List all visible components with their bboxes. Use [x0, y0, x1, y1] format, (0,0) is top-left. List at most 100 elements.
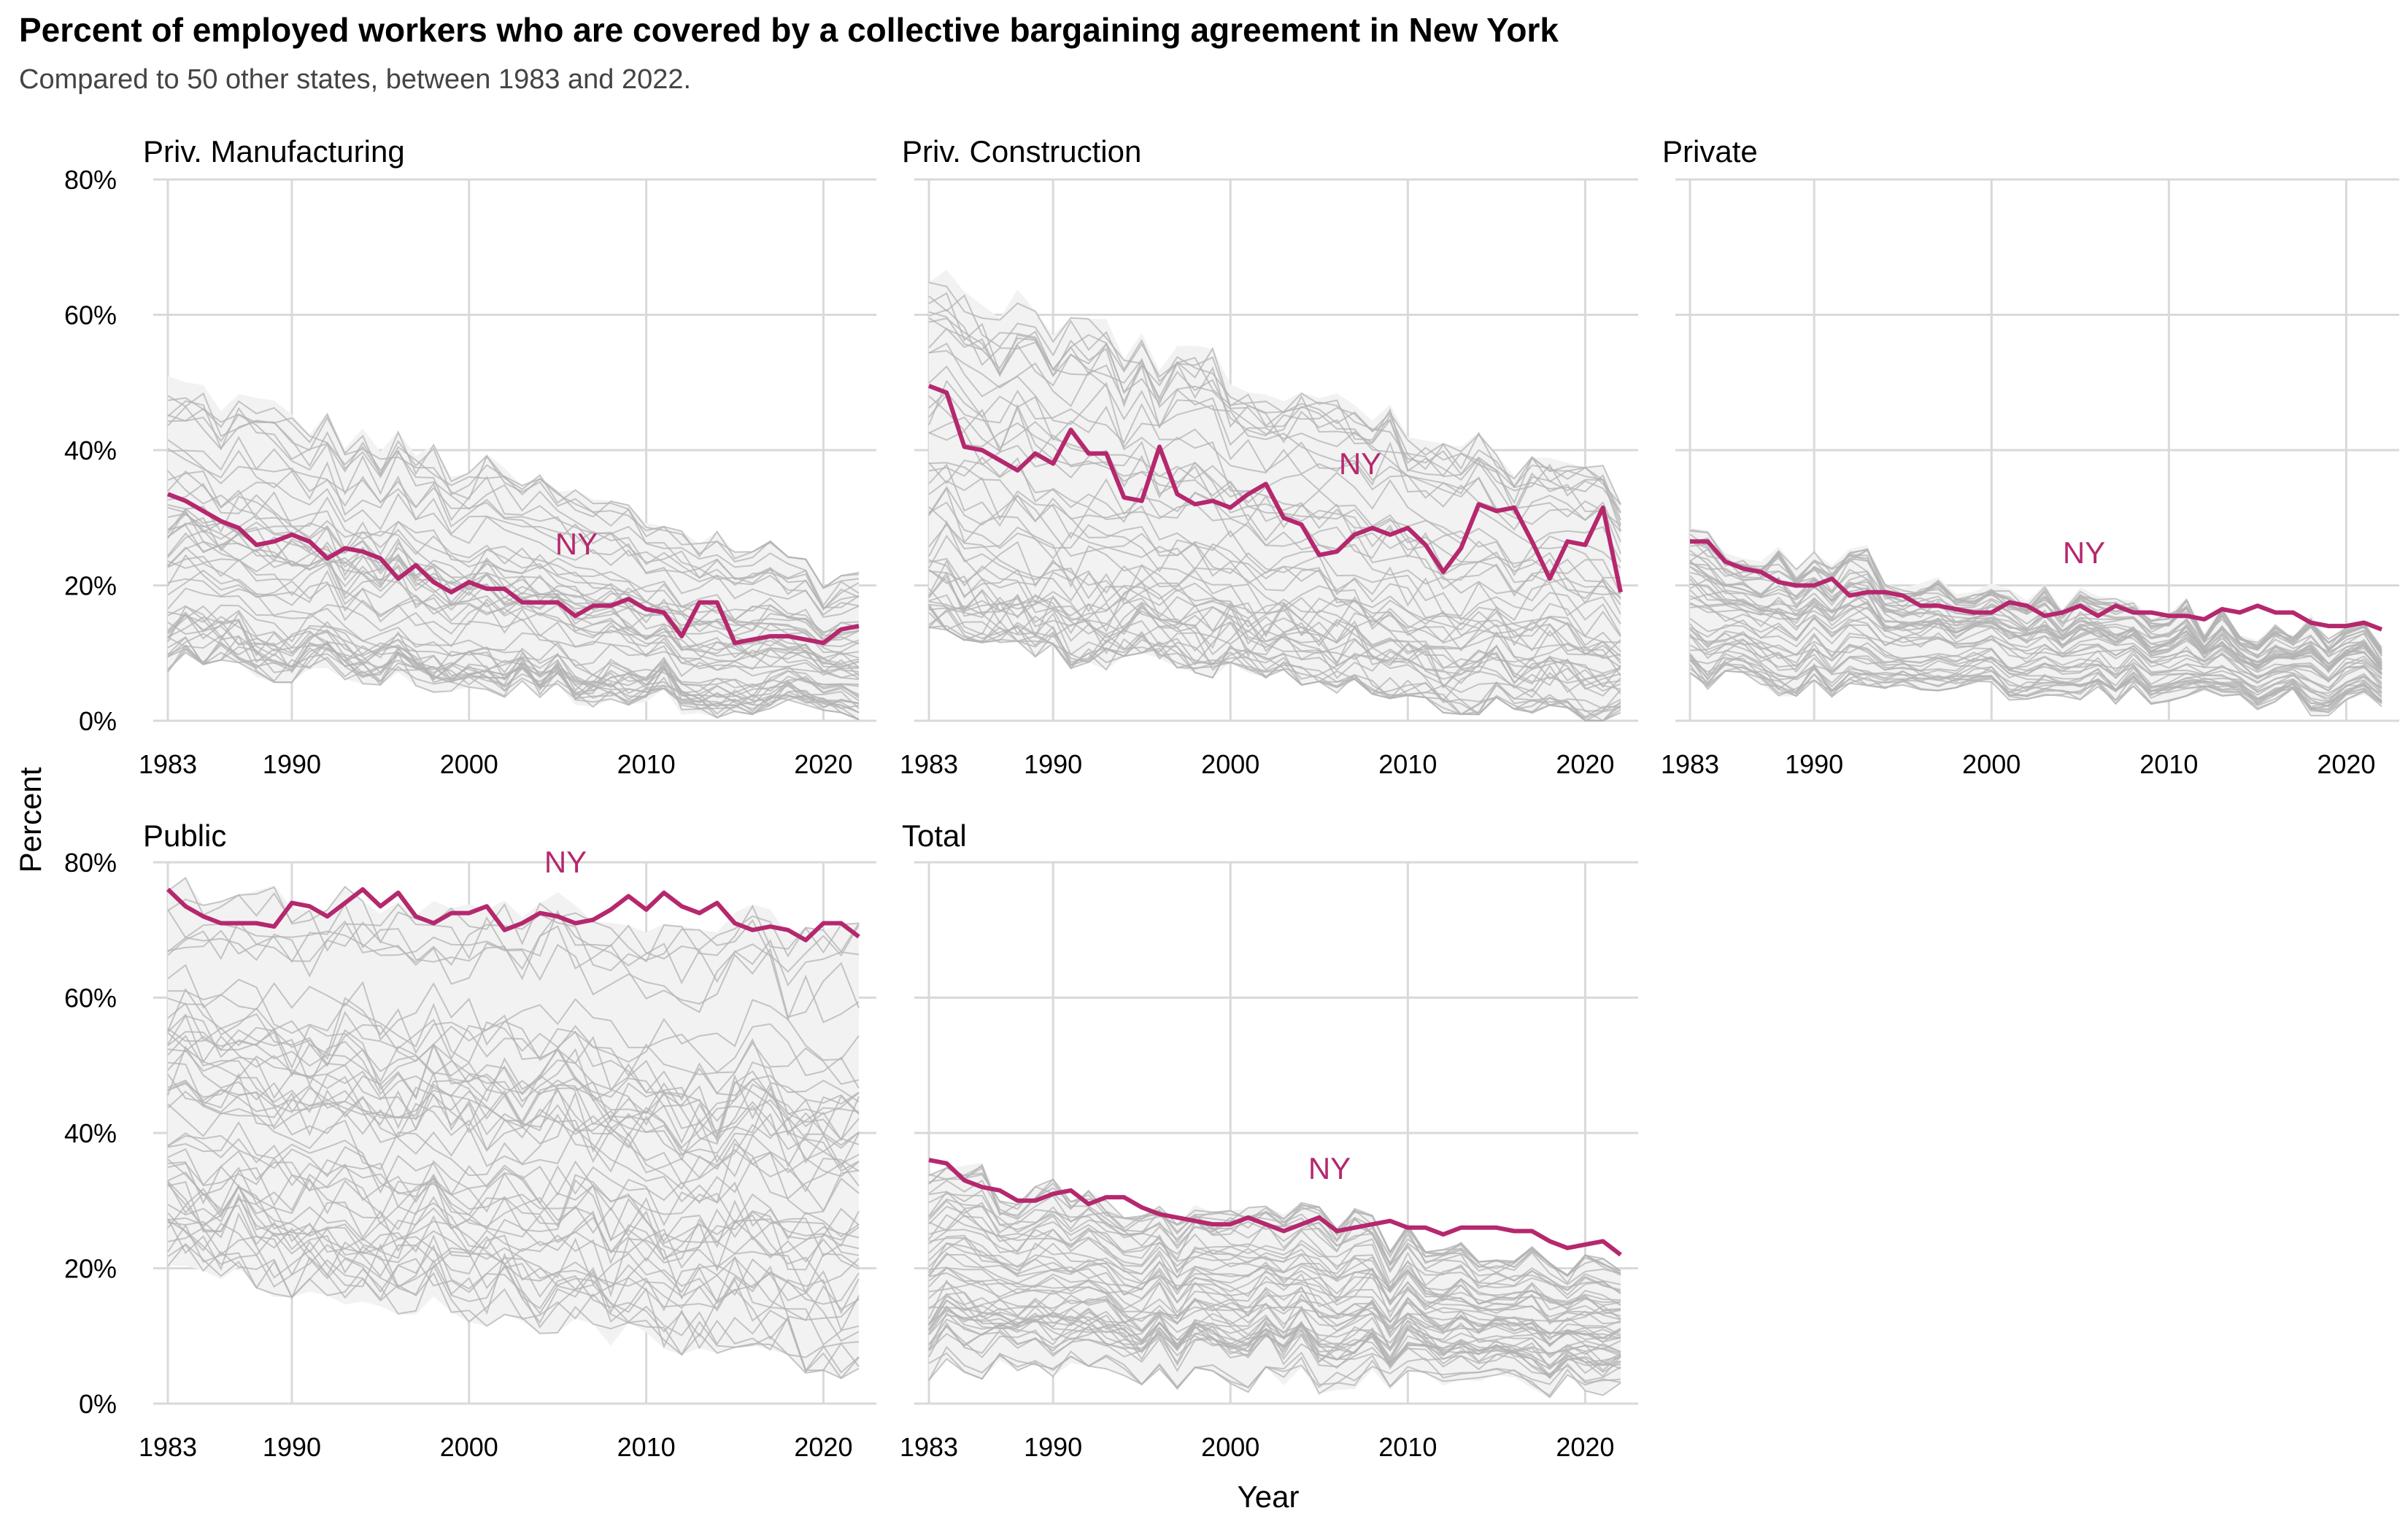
other-state-line	[167, 414, 860, 608]
other-state-line	[167, 920, 860, 1024]
other-state-line	[928, 349, 1621, 531]
other-state-line	[928, 1167, 1621, 1277]
other-state-line	[167, 569, 860, 681]
other-state-line	[928, 379, 1621, 596]
other-state-line	[928, 393, 1621, 595]
other-state-line	[928, 1350, 1621, 1389]
other-state-line	[167, 1032, 860, 1142]
other-state-line	[167, 1029, 860, 1140]
other-state-line	[1689, 659, 2382, 711]
other-state-line	[1689, 653, 2382, 711]
x-tick-label: 2000	[1201, 749, 1259, 779]
y-tick-label: 20%	[64, 571, 117, 601]
x-tick-label: 1990	[1785, 749, 1843, 779]
other-state-line	[928, 389, 1621, 543]
other-state-line	[167, 1061, 860, 1145]
other-state-line	[928, 1321, 1621, 1366]
other-state-line	[167, 578, 860, 679]
y-tick-label: 80%	[64, 165, 117, 195]
other-state-line	[167, 1158, 860, 1240]
y-tick-label: 60%	[64, 983, 117, 1013]
other-state-line	[167, 636, 860, 716]
facet-priv-manufacturing: Priv. Manufacturing 0% 20% 40% 60% 80% 1983 199…	[64, 134, 876, 779]
other-state-line	[928, 594, 1621, 716]
other-state-line	[928, 1318, 1621, 1359]
other-state-line	[167, 408, 860, 589]
other-state-line	[167, 560, 860, 673]
other-state-line	[928, 487, 1621, 638]
y-tick-label: 0%	[79, 706, 117, 736]
x-tick-label: 1990	[263, 749, 321, 779]
other-state-line	[167, 470, 860, 618]
other-state-line	[167, 1223, 860, 1374]
ny-label: NY	[1339, 446, 1381, 481]
other-state-line	[167, 1181, 860, 1270]
x-tick-label: 2000	[1962, 749, 2021, 779]
other-state-line	[167, 1148, 860, 1256]
other-state-line	[167, 1219, 860, 1322]
facet-title: Priv. Manufacturing	[143, 134, 405, 169]
x-tick-label: 1983	[1661, 749, 1719, 779]
other-state-line	[928, 501, 1621, 624]
other-state-line	[167, 1193, 860, 1372]
other-state-line	[928, 1295, 1621, 1374]
ny-line	[927, 384, 1623, 593]
x-tick-label: 2020	[2317, 749, 2375, 779]
other-state-line	[928, 456, 1621, 605]
other-state-line	[928, 292, 1621, 554]
other-state-line	[928, 1266, 1621, 1325]
ny-line	[928, 1158, 1622, 1257]
other-state-line	[167, 635, 860, 710]
other-state-line	[167, 448, 860, 616]
x-tick-label: 2000	[440, 1432, 498, 1462]
x-tick-label: 2020	[1556, 1432, 1614, 1462]
x-tick-label: 2010	[617, 1432, 676, 1462]
x-tick-label: 1990	[1024, 749, 1082, 779]
other-state-line	[167, 470, 860, 635]
x-tick-label: 2020	[1556, 749, 1614, 779]
x-tick-label: 2020	[794, 1432, 852, 1462]
other-state-line	[167, 1084, 860, 1149]
other-state-line	[167, 886, 860, 963]
other-state-line	[928, 1281, 1621, 1339]
other-state-line	[1689, 538, 2382, 651]
other-state-line	[167, 1029, 860, 1122]
other-state-line	[928, 523, 1621, 649]
other-state-line	[167, 605, 860, 713]
other-state-line	[167, 555, 860, 665]
other-state-line	[928, 459, 1621, 606]
other-state-line	[167, 876, 860, 1018]
other-state-line	[928, 506, 1621, 659]
facet-public: Public 0% 20% 40% 60% 80% 1983 1990 2000 2010 2020…	[64, 819, 876, 1462]
other-state-line	[928, 1322, 1621, 1380]
other-state-line	[1689, 565, 2382, 668]
facet-total: Total 1983 1990 2000 2010 2020 NY	[900, 819, 1638, 1462]
y-tick-label: 80%	[64, 848, 117, 878]
other-state-line	[167, 1071, 860, 1177]
other-state-line	[167, 613, 860, 721]
other-state-line	[928, 589, 1621, 677]
other-state-line	[167, 436, 860, 610]
other-state-line	[928, 282, 1621, 521]
other-state-line	[1689, 670, 2382, 713]
other-state-line	[928, 1198, 1621, 1295]
ny-label: NY	[555, 527, 598, 561]
other-state-line	[167, 604, 860, 679]
other-state-line	[167, 1121, 860, 1241]
other-state-line	[167, 902, 860, 987]
other-state-line	[928, 1237, 1621, 1323]
other-state-line	[1689, 578, 2382, 674]
ny-line	[1690, 539, 2383, 632]
x-tick-label: 1983	[900, 749, 958, 779]
other-state-line	[928, 406, 1621, 562]
x-tick-label: 2010	[2139, 749, 2198, 779]
other-state-line	[928, 559, 1621, 668]
other-state-line	[167, 392, 860, 589]
other-state-line	[167, 1002, 860, 1153]
other-state-line	[1689, 628, 2382, 692]
other-state-line	[167, 397, 860, 607]
other-state-line	[167, 1181, 860, 1372]
x-tick-label: 2010	[1378, 1432, 1437, 1462]
other-state-line	[1689, 578, 2382, 666]
other-state-line	[167, 1212, 860, 1315]
